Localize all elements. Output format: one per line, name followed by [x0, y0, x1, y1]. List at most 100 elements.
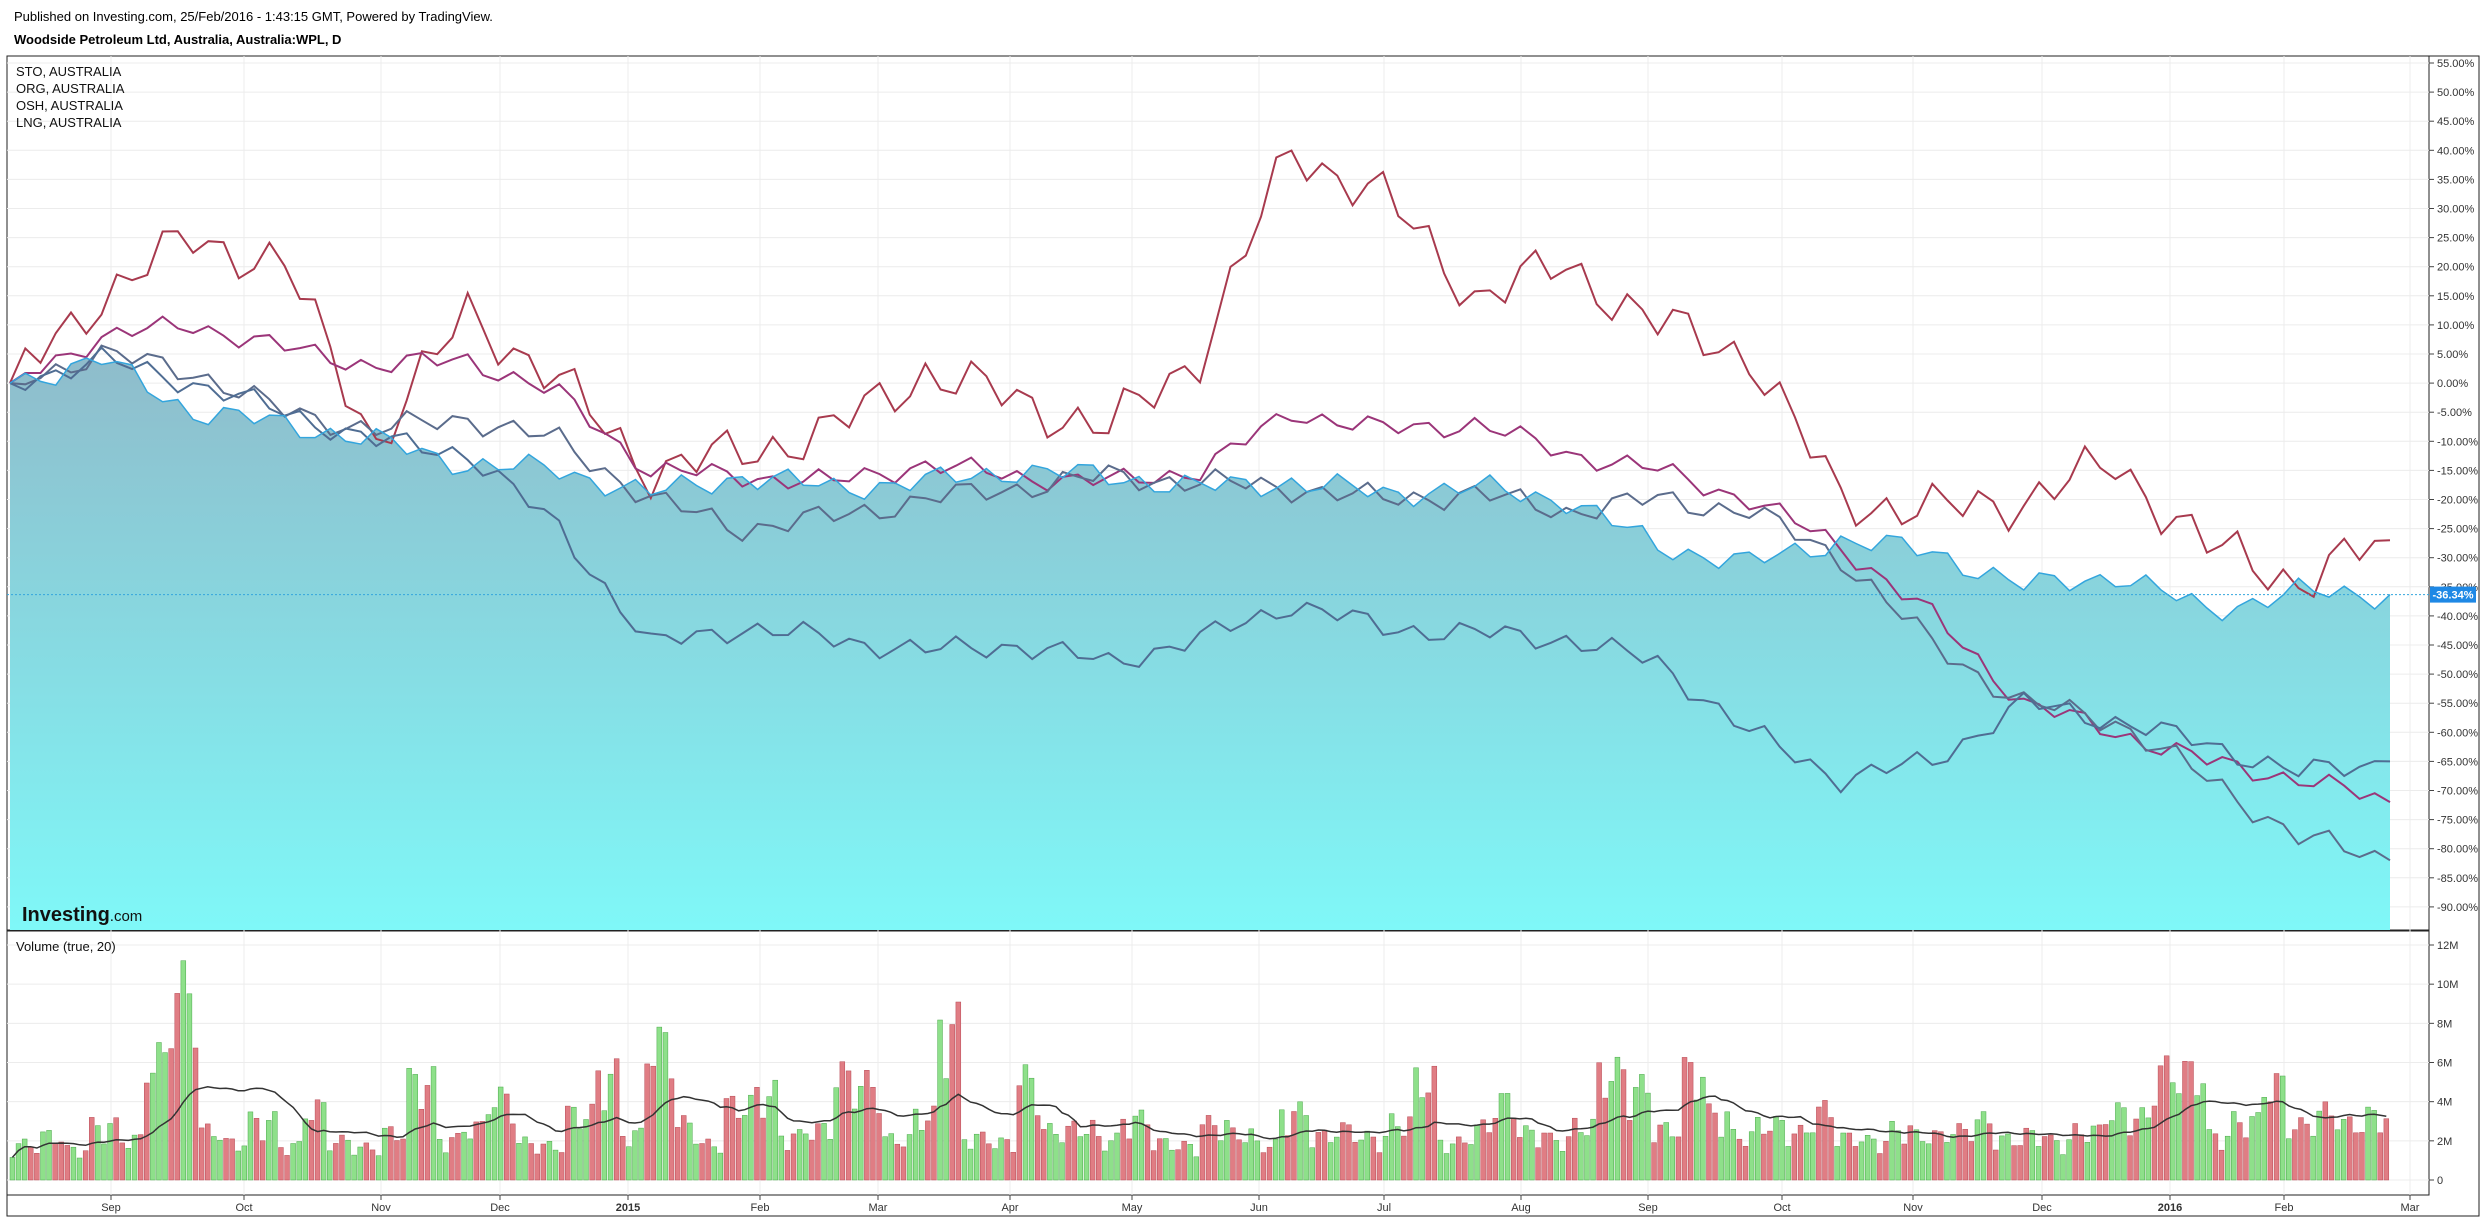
volume-bar: [424, 1085, 431, 1181]
volume-bar: [1718, 1136, 1724, 1181]
volume-bar: [1755, 1117, 1761, 1181]
volume-bar: [1150, 1150, 1157, 1181]
volume-bar: [9, 1157, 16, 1181]
volume-bar: [1193, 1156, 1200, 1181]
y-tick-label: -55.00%: [2437, 698, 2478, 710]
volume-bar: [796, 1129, 803, 1181]
volume-bar: [656, 1026, 663, 1181]
volume-bar: [1242, 1142, 1248, 1181]
volume-bar: [1163, 1138, 1169, 1181]
volume-bar: [1578, 1132, 1584, 1181]
volume-bar: [723, 1098, 730, 1181]
volume-bar: [1907, 1125, 1914, 1181]
y-tick-label: 30.00%: [2437, 204, 2475, 216]
volume-bar: [1633, 1087, 1639, 1181]
x-tick-label: 2016: [2158, 1202, 2182, 1214]
volume-bar: [394, 1140, 400, 1181]
volume-bar: [162, 1052, 168, 1181]
series-line-sto: [9, 149, 2391, 599]
volume-bar: [1004, 1139, 1010, 1181]
volume-bar: [436, 1139, 443, 1181]
volume-bar: [1925, 1143, 1932, 1181]
volume-tick-label: 4M: [2437, 1097, 2452, 1109]
y-tick-label: 0.00%: [2437, 378, 2468, 390]
volume-bar: [2267, 1101, 2274, 1181]
volume-bar: [1840, 1132, 1846, 1181]
volume-bar: [1340, 1122, 1346, 1181]
volume-bar: [64, 1145, 71, 1181]
volume-bar: [1517, 1137, 1523, 1181]
volume-bar: [137, 1134, 144, 1181]
volume-bar: [613, 1058, 620, 1181]
y-tick-label: -60.00%: [2437, 727, 2478, 739]
volume-bar: [1224, 1120, 1230, 1181]
volume-bar: [815, 1123, 821, 1181]
y-tick-label: 50.00%: [2437, 87, 2475, 99]
volume-bar: [89, 1117, 95, 1181]
volume-bar: [601, 1110, 608, 1181]
x-tick-label: Nov: [1903, 1202, 1923, 1214]
volume-bar: [351, 1154, 357, 1181]
volume-bar: [461, 1131, 467, 1181]
volume-bar: [735, 1117, 742, 1181]
volume-bar: [2182, 1061, 2188, 1181]
volume-bar: [980, 1131, 986, 1181]
volume-bar: [1028, 1077, 1035, 1181]
volume-bar: [1010, 1152, 1016, 1181]
volume-bar: [931, 1105, 937, 1181]
volume-bar: [754, 1087, 760, 1181]
volume-bar: [1108, 1140, 1114, 1181]
volume-bar: [1169, 1149, 1175, 1181]
y-tick-label: 45.00%: [2437, 116, 2475, 128]
volume-bar: [1785, 1146, 1791, 1181]
y-tick-label: -10.00%: [2437, 436, 2478, 448]
comparison-lines: [9, 149, 2391, 862]
last-value-tag: -36.34%: [2430, 586, 2476, 603]
volume-bar: [504, 1093, 510, 1181]
volume-bar: [400, 1138, 406, 1181]
volume-bar: [443, 1152, 449, 1181]
volume-bar: [1620, 1069, 1627, 1181]
volume-tick-label: 2M: [2437, 1136, 2452, 1148]
volume-bar: [107, 1123, 113, 1181]
volume-bar: [46, 1130, 52, 1181]
volume-bar: [382, 1127, 388, 1181]
volume-bar: [1474, 1124, 1480, 1181]
volume-bar: [1248, 1128, 1254, 1181]
y-tick-label: 40.00%: [2437, 145, 2475, 157]
y-axis: 55.00% 50.00% 45.00% 40.00% 35.00% 30.00% 25.0…: [2429, 58, 2478, 1187]
volume-bar: [70, 1146, 77, 1181]
legend-osh: OSH, AUSTRALIA: [16, 98, 123, 113]
legend-sto: STO, AUSTRALIA: [16, 64, 122, 79]
volume-bar: [1565, 1136, 1572, 1181]
volume-bar: [1932, 1130, 1938, 1181]
x-tick-label: Dec: [2032, 1202, 2052, 1214]
volume-bar: [662, 1032, 669, 1181]
series-line-org: [9, 315, 2391, 803]
volume-bar: [1974, 1119, 1981, 1181]
volume-bar: [1309, 1147, 1315, 1181]
y-tick-label: 5.00%: [2437, 349, 2468, 361]
volume-bar: [778, 1135, 785, 1181]
volume-bar: [1486, 1132, 1492, 1181]
volume-bar: [1034, 1115, 1041, 1181]
volume-bar: [2286, 1138, 2292, 1181]
volume-bar: [1334, 1136, 1340, 1181]
volume-bar: [357, 1146, 363, 1181]
volume-bar: [1041, 1129, 1047, 1181]
volume-bar: [1810, 1132, 1816, 1181]
volume-bar: [1254, 1140, 1261, 1181]
x-tick-label: Aug: [1511, 1202, 1531, 1214]
volume-bar: [1846, 1132, 1853, 1181]
volume-bar: [2133, 1118, 2139, 1181]
volume-bar: [192, 1047, 199, 1181]
volume-bar: [1889, 1121, 1895, 1181]
volume-bar: [2023, 1127, 2029, 1181]
volume-bar: [1828, 1117, 1834, 1181]
volume-bar: [2011, 1145, 2017, 1181]
volume-bar: [516, 1143, 522, 1181]
volume-bar: [699, 1143, 705, 1181]
volume-bar: [1077, 1136, 1084, 1181]
volume-bar: [729, 1095, 736, 1181]
